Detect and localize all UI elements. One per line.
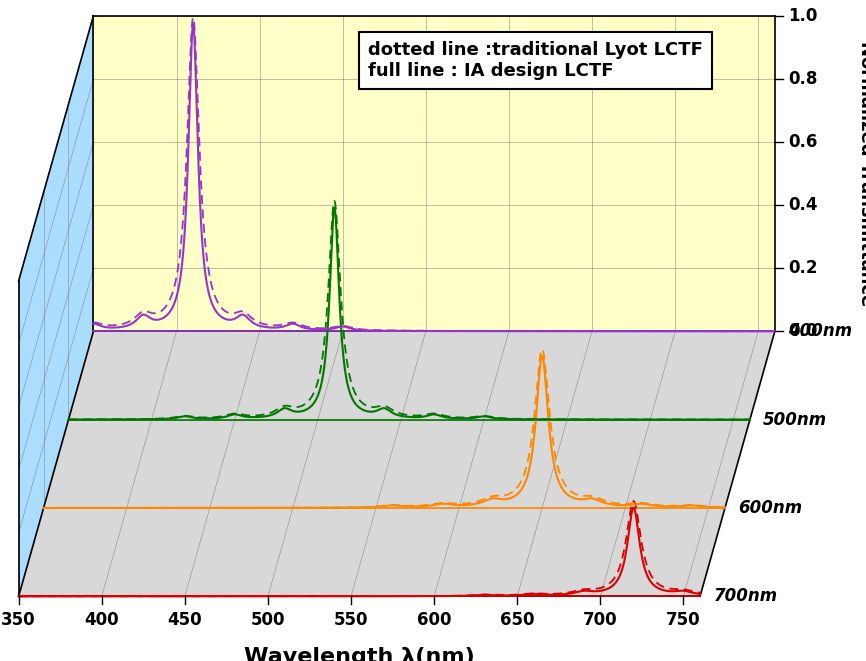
Text: 0.0: 0.0 [788,323,818,340]
Polygon shape [19,331,775,596]
Text: 500: 500 [250,611,285,629]
Text: 700nm: 700nm [714,588,778,605]
Text: 400: 400 [84,611,119,629]
Text: 650: 650 [500,611,534,629]
Text: 0.2: 0.2 [788,259,818,277]
Text: 400nm: 400nm [788,323,852,340]
Text: 600nm: 600nm [738,499,803,517]
Text: 700: 700 [583,611,617,629]
Polygon shape [19,16,94,596]
Text: 0.8: 0.8 [788,70,818,88]
Text: dotted line :traditional Lyot LCTF
full line : IA design LCTF: dotted line :traditional Lyot LCTF full … [368,41,702,80]
Text: Wavelength λ(nm): Wavelength λ(nm) [244,647,475,661]
Text: 0.6: 0.6 [788,133,818,151]
Text: 450: 450 [167,611,202,629]
Text: 600: 600 [417,611,451,629]
Text: 0.4: 0.4 [788,196,818,214]
Text: 1.0: 1.0 [788,7,818,24]
Text: 550: 550 [333,611,368,629]
Text: 350: 350 [2,611,36,629]
Text: Normalized Transmittance: Normalized Transmittance [857,41,866,306]
Polygon shape [94,16,775,331]
Text: 750: 750 [666,611,701,629]
Text: 500nm: 500nm [763,410,827,429]
